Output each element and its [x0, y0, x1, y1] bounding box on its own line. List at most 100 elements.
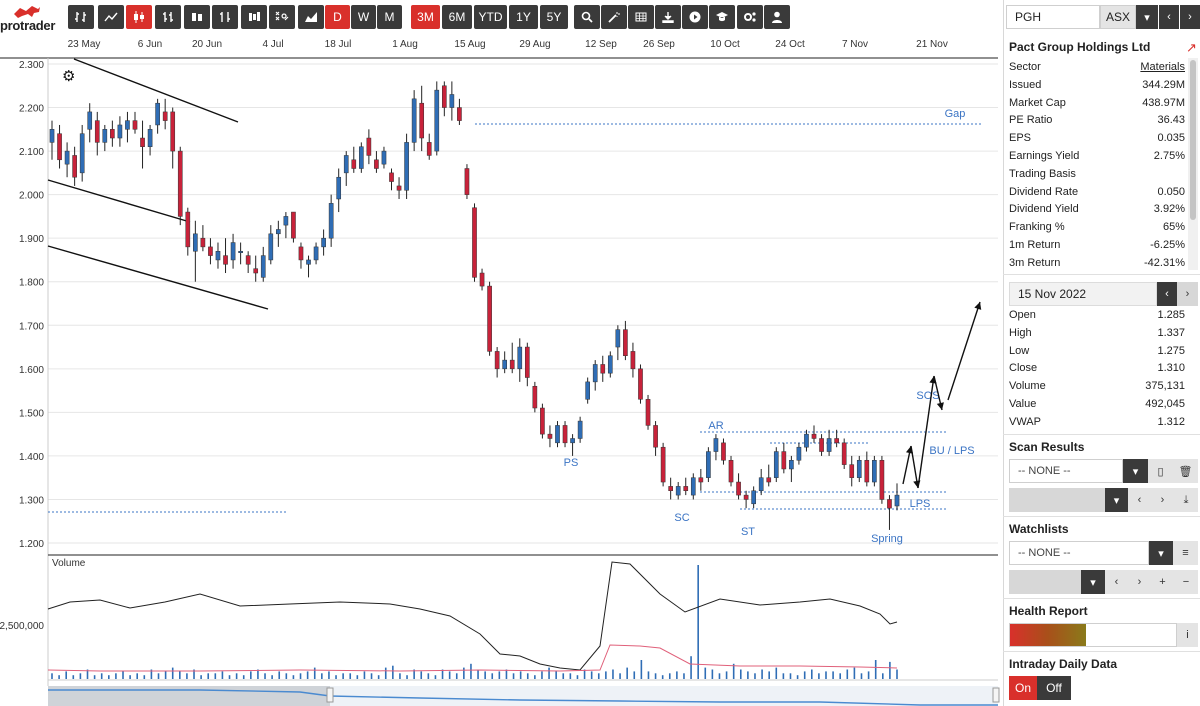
- intraday-off-toggle[interactable]: Off: [1037, 676, 1071, 700]
- external-link-icon[interactable]: ↗: [1186, 40, 1197, 55]
- candlestick-adjust-icon: [74, 11, 88, 23]
- bar-chart-button[interactable]: [212, 5, 238, 29]
- intraday-on-toggle[interactable]: On: [1009, 676, 1037, 700]
- next-day-button[interactable]: ›: [1177, 282, 1198, 306]
- navigator-handle-left[interactable]: [326, 687, 334, 703]
- candle-body: [245, 255, 251, 265]
- scrollbar-thumb[interactable]: [1190, 60, 1196, 220]
- exchange-dropdown-button[interactable]: ▾: [1136, 5, 1158, 29]
- candlestick-adjust-button[interactable]: [68, 5, 94, 29]
- y-tick-label: 1.300: [19, 495, 44, 506]
- watchlist-menu-button[interactable]: ≡: [1173, 541, 1198, 565]
- ohlc-bar-button[interactable]: [155, 5, 181, 29]
- candle-body: [819, 438, 824, 452]
- protrader-logo[interactable]: protrader: [0, 4, 62, 33]
- settings-button[interactable]: [737, 5, 763, 29]
- scan-prev-button[interactable]: ‹: [1128, 488, 1151, 512]
- range-5y-button[interactable]: 5Y: [540, 5, 568, 29]
- line-chart-button[interactable]: [98, 5, 124, 29]
- new-scan-button[interactable]: ▯: [1148, 459, 1173, 483]
- point-figure-button[interactable]: [269, 5, 295, 29]
- candle-body: [653, 425, 658, 448]
- magic-wand-button[interactable]: [601, 5, 627, 29]
- watchlist-select[interactable]: -- NONE --: [1009, 541, 1149, 565]
- row-label: Earnings Yield: [1009, 150, 1080, 162]
- x-tick-label: 20 Jun: [192, 39, 222, 50]
- price-chart[interactable]: 23 May 6 Jun 20 Jun 4 Jul 18 Jul 1 Aug 15 Aug 2…: [0, 34, 1003, 706]
- row-value: 1.337: [1157, 326, 1185, 339]
- period-d-button[interactable]: D: [325, 5, 350, 29]
- row-label: VWAP: [1009, 415, 1041, 428]
- candlestick-button[interactable]: [126, 5, 152, 29]
- user-button[interactable]: [764, 5, 790, 29]
- delete-scan-button[interactable]: 🗑: [1173, 459, 1198, 483]
- scan-results-select[interactable]: -- NONE --: [1009, 459, 1123, 483]
- table-button[interactable]: [628, 5, 654, 29]
- row-value[interactable]: Materials: [1140, 61, 1185, 73]
- selected-date[interactable]: 15 Nov 2022: [1009, 282, 1157, 306]
- candle-body: [645, 399, 651, 426]
- period-w-button[interactable]: W: [351, 5, 376, 29]
- security-code-input[interactable]: [1006, 5, 1100, 29]
- watchlist-add-button[interactable]: +: [1151, 570, 1174, 594]
- range-ytd-button[interactable]: YTD: [474, 5, 507, 29]
- candle-body: [411, 98, 417, 143]
- play-button[interactable]: [682, 5, 708, 29]
- row-value: 65%: [1162, 221, 1185, 234]
- heikin-ashi-button[interactable]: [241, 5, 267, 29]
- range-3m-button[interactable]: 3M: [411, 5, 440, 29]
- candle-body: [826, 438, 832, 452]
- navigator-handle-right[interactable]: [992, 687, 1000, 703]
- download-icon: ⤓: [1183, 493, 1189, 506]
- volume-label: Volume: [52, 558, 86, 569]
- row-earnings-yield: Earnings Yield 2.75%: [1009, 147, 1185, 165]
- download-button[interactable]: [655, 5, 681, 29]
- period-m-button[interactable]: M: [377, 5, 402, 29]
- health-info-button[interactable]: i: [1177, 623, 1198, 647]
- row-1m-return: 1m Return -6.25%: [1009, 236, 1185, 254]
- education-button[interactable]: [709, 5, 735, 29]
- row-value: 1.275: [1157, 344, 1185, 357]
- watchlist-dropdown-button[interactable]: ▾: [1149, 541, 1173, 565]
- next-security-button[interactable]: ›: [1180, 5, 1200, 29]
- exchange-label[interactable]: ASX: [1100, 5, 1136, 29]
- arrow-line: [947, 301, 981, 401]
- candle-body: [253, 268, 259, 274]
- scan-next-button[interactable]: ›: [1151, 488, 1174, 512]
- candle-body: [321, 237, 326, 248]
- scan-dropdown-button[interactable]: ▾: [1123, 459, 1148, 483]
- row-sector: Sector Materials: [1009, 58, 1185, 76]
- trendline: [47, 245, 269, 310]
- fundamentals-scrollbar[interactable]: [1188, 58, 1198, 270]
- volume-average-line: [47, 561, 898, 671]
- range-1y-button[interactable]: 1Y: [509, 5, 538, 29]
- candle-body: [343, 155, 349, 174]
- previous-day-button[interactable]: ‹: [1157, 282, 1177, 306]
- range-6m-button[interactable]: 6M: [442, 5, 472, 29]
- previous-security-button[interactable]: ‹: [1159, 5, 1179, 29]
- annotation-label: ST: [741, 526, 755, 538]
- candle-body: [147, 129, 153, 147]
- file-icon: ▯: [1157, 465, 1164, 478]
- candle-body: [796, 446, 802, 461]
- watchlist-next-button[interactable]: ›: [1128, 570, 1151, 594]
- scan-options-button[interactable]: ▾: [1105, 488, 1128, 512]
- scan-export-button[interactable]: ⤓: [1174, 488, 1198, 512]
- watchlist-options-button[interactable]: ▾: [1081, 570, 1105, 594]
- hollow-candle-button[interactable]: [184, 5, 210, 29]
- watchlist-prev-button[interactable]: ‹: [1105, 570, 1128, 594]
- watchlist-remove-button[interactable]: −: [1174, 570, 1198, 594]
- y-tick-label: 2.200: [19, 104, 44, 115]
- watchlists-title: Watchlists: [1009, 522, 1069, 536]
- health-report-bar[interactable]: [1009, 623, 1177, 647]
- x-tick-label: 10 Oct: [710, 39, 740, 50]
- candle-body: [283, 216, 289, 226]
- row-eps: EPS 0.035: [1009, 129, 1185, 147]
- area-chart-button[interactable]: [298, 5, 324, 29]
- row-3m-return: 3m Return -42.31%: [1009, 254, 1185, 272]
- candle-body: [404, 142, 409, 191]
- search-button[interactable]: [574, 5, 600, 29]
- chart-canvas[interactable]: 23 May 6 Jun 20 Jun 4 Jul 18 Jul 1 Aug 15 Aug 2…: [0, 34, 1003, 706]
- chart-settings-gear-icon[interactable]: ⚙: [62, 68, 75, 85]
- candle-body: [509, 359, 515, 370]
